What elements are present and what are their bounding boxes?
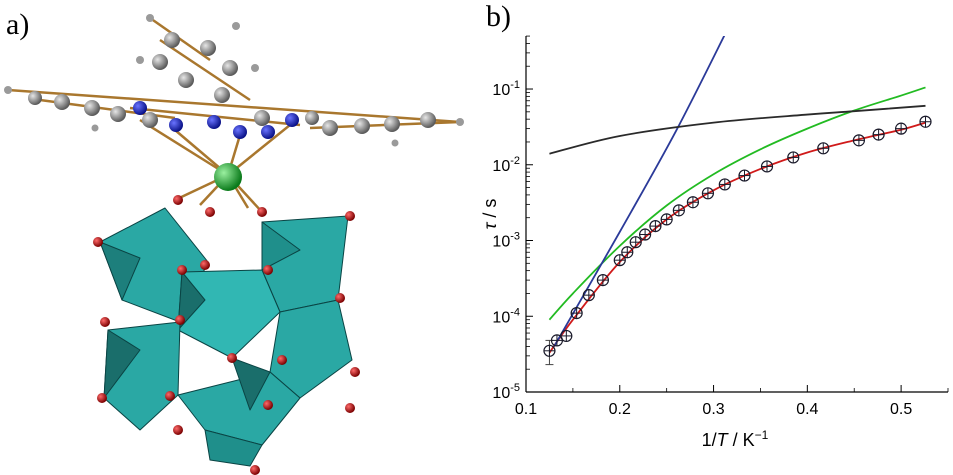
panel-a: a) bbox=[4, 8, 464, 475]
x-tick-label: 0.4 bbox=[796, 401, 818, 418]
data-point bbox=[672, 204, 685, 217]
panel-b: b) 10-510-410-310-210-1 0.1 0.2 0.3 0.4 0.5 … bbox=[480, 0, 949, 450]
data-point bbox=[686, 196, 700, 209]
y-axis-title-symbol: τ bbox=[480, 221, 500, 229]
oxygen-atoms bbox=[93, 195, 360, 475]
series-line-1 bbox=[548, 121, 926, 354]
data-point bbox=[582, 289, 595, 302]
hydrogen-atoms bbox=[4, 14, 464, 147]
carbon-atoms bbox=[28, 32, 436, 136]
series-layer bbox=[548, 36, 926, 354]
data-point bbox=[760, 160, 774, 173]
data-point bbox=[543, 344, 556, 357]
data-point bbox=[660, 213, 673, 226]
data-point bbox=[852, 134, 866, 147]
x-tick-label: 0.2 bbox=[609, 401, 631, 418]
plot-frame bbox=[525, 36, 948, 393]
points-layer bbox=[543, 115, 932, 366]
x-tick-label: 0.3 bbox=[702, 401, 724, 418]
series-line-4 bbox=[549, 104, 926, 155]
data-point bbox=[596, 274, 609, 287]
data-point bbox=[570, 307, 583, 320]
x-axis-ticks: 0.1 0.2 0.3 0.4 0.5 bbox=[515, 385, 949, 418]
data-point bbox=[872, 128, 885, 141]
y-axis-ticks: 10-5 10-4 10-3 10-2 10-1 bbox=[492, 35, 533, 402]
data-point bbox=[649, 219, 662, 233]
panel-b-label: b) bbox=[486, 0, 511, 33]
metal-center-atom bbox=[214, 163, 242, 191]
data-point bbox=[919, 115, 932, 128]
y-tick-label: 10-4 bbox=[492, 306, 520, 326]
series-line-2 bbox=[548, 86, 926, 321]
data-point bbox=[638, 228, 652, 241]
y-tick-label: 10-3 bbox=[492, 231, 520, 251]
data-point bbox=[718, 178, 731, 191]
polyhedra-cluster bbox=[99, 207, 353, 467]
data-point bbox=[787, 151, 800, 164]
y-tick-label: 10-2 bbox=[492, 155, 520, 175]
data-point bbox=[613, 254, 626, 267]
data-point bbox=[560, 329, 573, 343]
y-axis-title-unit: / s bbox=[480, 199, 500, 223]
panel-a-label: a) bbox=[6, 8, 29, 41]
data-point bbox=[895, 122, 908, 135]
y-axis-title: τ / s bbox=[480, 199, 500, 230]
x-axis-title-prefix: 1/ bbox=[702, 430, 717, 450]
x-tick-label: 0.1 bbox=[515, 401, 537, 418]
data-point bbox=[629, 236, 642, 249]
x-axis-title-exponent: −1 bbox=[755, 428, 769, 442]
series-line-3 bbox=[553, 36, 726, 347]
data-point bbox=[621, 246, 634, 259]
data-point bbox=[701, 187, 715, 200]
molecular-structure-illustration bbox=[4, 14, 464, 475]
x-axis-title-unit: / K bbox=[728, 430, 755, 450]
x-axis-title: 1/T / K−1 bbox=[702, 428, 769, 450]
x-tick-label: 0.5 bbox=[890, 401, 912, 418]
y-tick-label: 10-5 bbox=[492, 382, 520, 402]
y-tick-label: 10-1 bbox=[492, 79, 520, 99]
nitrogen-atoms bbox=[133, 101, 299, 139]
x-axis-title-symbol: T bbox=[717, 430, 730, 450]
data-point bbox=[738, 169, 751, 182]
data-point bbox=[817, 142, 830, 155]
